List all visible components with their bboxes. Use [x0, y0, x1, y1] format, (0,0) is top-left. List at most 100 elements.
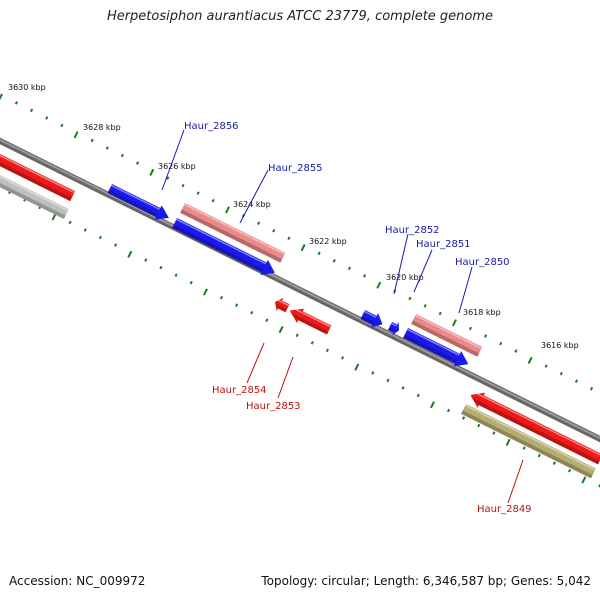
- tick-mark: [462, 416, 466, 420]
- tick-mark: [423, 304, 427, 308]
- gene-highlight: [110, 184, 161, 211]
- gene-label[interactable]: Haur_2852: [385, 225, 440, 236]
- tick-mark: [317, 251, 321, 256]
- gene-highlight: [275, 298, 290, 307]
- gene-highlight: [471, 390, 600, 456]
- scale-label: 3622 kbp: [309, 237, 347, 246]
- gene-label[interactable]: Haur_2856: [184, 121, 239, 132]
- scale-label: 3626 kbp: [158, 162, 196, 171]
- gene-highlight: [464, 404, 596, 471]
- tick-mark: [484, 334, 488, 338]
- gene-arrow[interactable]: [180, 203, 286, 263]
- tick-mark: [567, 468, 572, 473]
- tick-mark: [68, 220, 72, 225]
- gene-arrow[interactable]: [387, 321, 399, 336]
- tick-marks: [0, 93, 600, 488]
- tick-mark: [446, 408, 451, 413]
- callout-line: [458, 266, 473, 314]
- gene-arrow[interactable]: [470, 392, 600, 465]
- gene-highlight: [290, 306, 332, 328]
- tick-mark: [340, 356, 345, 360]
- tick-mark: [144, 258, 148, 262]
- tick-mark: [537, 453, 541, 458]
- gene-highlight: [406, 328, 460, 356]
- tick-mark: [552, 461, 556, 465]
- map-title: Herpetosiphon aurantiacus ATCC 23779, co…: [106, 9, 494, 24]
- tick-mark: [499, 341, 503, 346]
- tick-mark: [386, 378, 390, 383]
- tick-mark: [30, 108, 34, 113]
- tick-mark: [235, 303, 239, 307]
- tick-mark: [90, 138, 94, 143]
- tick-mark: [219, 295, 224, 300]
- tick-mark: [581, 476, 587, 484]
- gene-shade: [180, 209, 283, 263]
- gene-highlight: [390, 322, 398, 327]
- tick-mark: [295, 333, 299, 338]
- tick-mark: [174, 273, 178, 277]
- gene-arrow[interactable]: [360, 310, 383, 328]
- tick-mark: [438, 311, 442, 316]
- tick-mark: [589, 386, 594, 391]
- tick-mark: [105, 146, 109, 150]
- tick-mark: [224, 206, 230, 214]
- gene-label[interactable]: Haur_2855: [268, 163, 323, 174]
- backbone: [0, 137, 600, 443]
- tick-mark: [98, 235, 102, 240]
- gene-shade: [403, 334, 457, 364]
- gene-shade: [461, 410, 593, 479]
- tick-mark: [310, 341, 314, 345]
- gene-label[interactable]: Haur_2850: [455, 257, 510, 268]
- tick-mark: [452, 319, 457, 327]
- gene-label[interactable]: Haur_2851: [416, 239, 471, 250]
- tick-mark: [45, 116, 49, 120]
- tick-mark: [189, 280, 193, 285]
- gene-arrow[interactable]: [411, 314, 483, 357]
- gene-shade: [360, 315, 374, 325]
- tick-mark: [416, 393, 420, 398]
- tick-mark: [477, 423, 481, 428]
- gene-arrow[interactable]: [0, 149, 76, 202]
- gene-label[interactable]: Haur_2854: [212, 385, 267, 396]
- tick-mark: [265, 318, 269, 323]
- scale-label: 3624 kbp: [233, 200, 271, 209]
- tick-mark: [325, 348, 329, 353]
- tick-mark: [559, 371, 563, 376]
- callout-line: [239, 169, 269, 224]
- tick-mark: [159, 265, 163, 270]
- tick-mark: [272, 228, 276, 233]
- gene-shade: [0, 182, 66, 220]
- tick-mark: [347, 266, 351, 271]
- gene-shade: [289, 311, 329, 335]
- gene-highlight: [414, 314, 482, 349]
- tick-mark: [371, 371, 375, 375]
- scale-label: 3616 kbp: [541, 341, 579, 350]
- gene-arrow[interactable]: [461, 404, 596, 479]
- tick-mark: [376, 281, 382, 289]
- tick-mark: [514, 349, 518, 353]
- gene-highlight: [183, 203, 285, 255]
- tick-mark: [468, 326, 473, 331]
- tick-mark: [135, 161, 140, 165]
- gene-label[interactable]: Haur_2853: [246, 401, 301, 412]
- gene-arrow[interactable]: [0, 170, 69, 220]
- gene-arrow[interactable]: [172, 218, 275, 276]
- gene-arrow[interactable]: [289, 308, 332, 335]
- gene-label[interactable]: Haur_2849: [477, 504, 532, 515]
- tick-mark: [73, 131, 79, 139]
- gene-arrow[interactable]: [274, 297, 290, 313]
- callout-line: [277, 356, 294, 399]
- gene-callouts: Haur_2856 Haur_2855 Haur_2852 Haur_2851 …: [161, 121, 532, 515]
- tick-mark: [527, 356, 533, 364]
- tick-mark: [166, 176, 170, 180]
- tick-mark: [278, 325, 284, 334]
- tick-mark: [492, 431, 496, 435]
- genome-summary: Topology: circular; Length: 6,346,587 bp…: [261, 574, 591, 588]
- genes: [0, 149, 600, 479]
- tick-mark: [202, 288, 208, 296]
- callout-line: [507, 459, 524, 504]
- gene-shade: [274, 303, 287, 313]
- gene-arrow[interactable]: [403, 328, 469, 367]
- tick-mark: [300, 243, 306, 252]
- gene-arrow[interactable]: [107, 184, 169, 220]
